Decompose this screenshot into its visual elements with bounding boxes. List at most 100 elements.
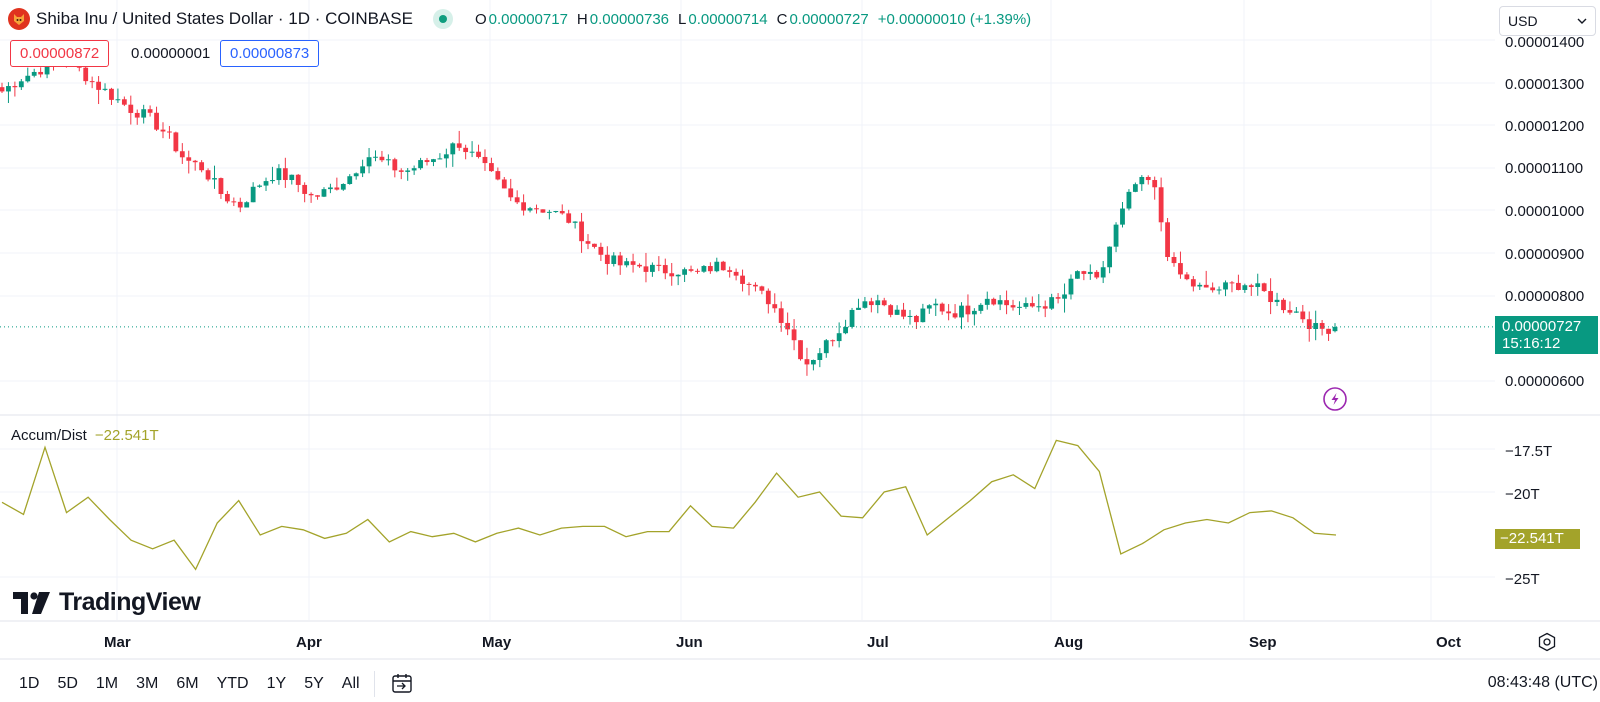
high-value: 0.00000736: [589, 10, 670, 28]
candle: [862, 296, 868, 309]
candle: [508, 178, 514, 202]
candle: [701, 265, 707, 273]
range-3m-button[interactable]: 3M: [136, 675, 159, 692]
candle: [1126, 189, 1132, 211]
wallet-icon[interactable]: [1323, 387, 1347, 411]
candle: [501, 176, 507, 189]
candle: [1029, 296, 1035, 308]
symbol-title[interactable]: Shiba Inu / United States Dollar · 1D · …: [36, 9, 413, 28]
candle: [643, 252, 649, 283]
candle: [1178, 251, 1183, 279]
candle: [237, 197, 243, 213]
range-ytd-button[interactable]: YTD: [216, 675, 249, 692]
chevron-down-icon: [1577, 18, 1587, 24]
date-range-icon[interactable]: [390, 673, 414, 695]
indicator-axis-label: −17.5T: [1505, 443, 1553, 460]
candle: [926, 304, 932, 314]
candle: [1261, 282, 1267, 293]
candle: [38, 67, 44, 78]
candle: [424, 157, 430, 166]
spread-value: 0.00000001: [131, 45, 211, 62]
candle: [1281, 298, 1286, 314]
candle: [1087, 264, 1093, 280]
candle: [669, 262, 675, 286]
candle: [843, 319, 848, 335]
range-1d-button[interactable]: 1D: [19, 675, 40, 692]
price-series: [0, 50, 1495, 376]
candle: [186, 150, 192, 174]
candle: [759, 285, 765, 295]
range-all-button[interactable]: All: [341, 675, 360, 692]
utc-clock[interactable]: 08:43:48 (UTC): [1487, 674, 1598, 691]
buy-button[interactable]: 0.00000873: [220, 40, 320, 67]
candle: [514, 190, 520, 205]
candle: [1100, 261, 1106, 284]
chart-settings-icon[interactable]: [1537, 632, 1557, 652]
candle: [469, 141, 475, 158]
candle: [154, 106, 159, 131]
candle: [785, 312, 791, 336]
candle: [231, 197, 237, 207]
candle: [527, 206, 533, 213]
candle: [1171, 252, 1177, 267]
time-axis-label: Aug: [1054, 634, 1084, 651]
candle: [347, 174, 353, 185]
last-price-value: 0.00000727: [1502, 318, 1582, 335]
candle: [489, 157, 494, 172]
candle: [1094, 270, 1100, 280]
candle: [804, 347, 810, 376]
candle: [282, 157, 288, 188]
candle: [456, 130, 462, 151]
candle: [695, 268, 700, 274]
candle: [121, 96, 127, 107]
range-6m-button[interactable]: 6M: [176, 675, 199, 692]
price-axis-label: 0.00000800: [1505, 288, 1585, 305]
range-5d-button[interactable]: 5D: [57, 675, 78, 692]
time-axis-label: Apr: [296, 634, 322, 651]
candle: [179, 143, 185, 164]
brand-name: TradingView: [59, 588, 201, 616]
tradingview-logo[interactable]: TradingView: [13, 588, 201, 617]
candle: [1248, 283, 1254, 296]
candle: [173, 131, 179, 153]
candle: [463, 144, 469, 160]
candle: [1049, 293, 1055, 310]
candle: [302, 182, 308, 203]
candle: [534, 204, 539, 214]
shiba-logo-icon[interactable]: [8, 8, 30, 30]
candle: [1293, 307, 1299, 313]
candle: [592, 243, 597, 249]
candle: [1313, 310, 1319, 341]
candle: [1190, 276, 1196, 292]
sell-button[interactable]: 0.00000872: [10, 40, 110, 67]
indicator-legend[interactable]: Accum/Dist −22.541T: [11, 427, 159, 444]
candle: [1306, 311, 1312, 342]
price-axis-label: 0.00001200: [1505, 118, 1585, 135]
candle: [798, 340, 803, 361]
candle: [315, 195, 320, 200]
candle: [856, 298, 861, 310]
candle: [450, 142, 456, 167]
candle: [572, 221, 578, 229]
low-value: 0.00000714: [688, 10, 768, 28]
time-axis-label: Mar: [104, 634, 131, 651]
candle: [360, 159, 366, 178]
tradingview-logo-icon: [13, 591, 50, 614]
accum-dist-series: [1, 439, 1337, 571]
currency-select[interactable]: USD: [1499, 6, 1596, 36]
range-5y-button[interactable]: 5Y: [304, 675, 324, 692]
candle: [12, 81, 18, 97]
candle: [141, 104, 147, 124]
candle: [1242, 283, 1248, 293]
price-axis-label: 0.00000900: [1505, 246, 1585, 263]
candle: [1004, 290, 1009, 315]
candle: [772, 293, 778, 313]
range-1y-button[interactable]: 1Y: [266, 675, 287, 692]
candle: [89, 76, 95, 89]
candle: [823, 338, 829, 358]
candle: [598, 242, 604, 262]
candle: [18, 79, 24, 91]
candle: [1145, 175, 1151, 185]
range-1m-button[interactable]: 1M: [95, 675, 119, 692]
